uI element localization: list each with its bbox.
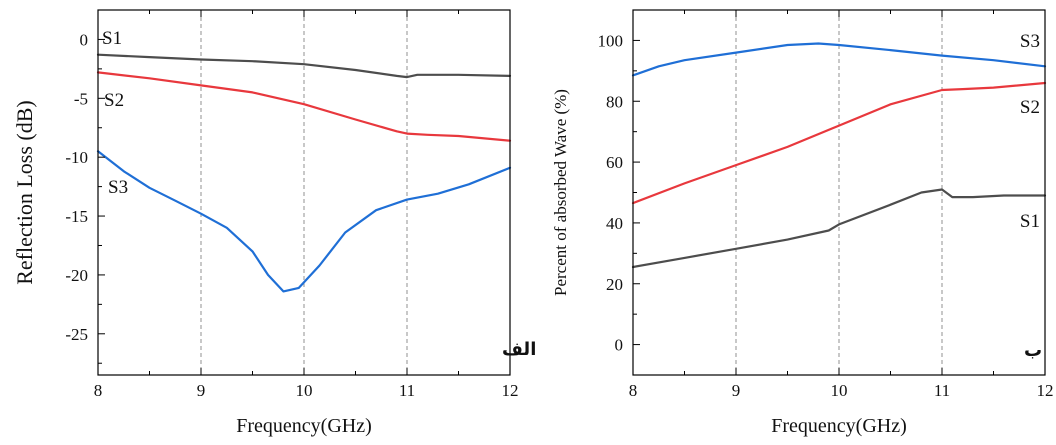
y-tick-label: -20 (65, 266, 88, 285)
series-label-s2: S2 (1020, 97, 1040, 118)
series-line-s2 (631, 81, 1047, 205)
x-tick-label: 8 (94, 381, 103, 400)
x-tick-label: 10 (296, 381, 313, 400)
series-label-s1: S1 (1020, 211, 1040, 232)
series-label-s1: S1 (102, 28, 122, 49)
series-line-s3 (96, 150, 512, 293)
series-line-s1 (96, 53, 512, 79)
y-tick-label: -10 (65, 148, 88, 167)
x-axis-title: Frequency(GHz) (771, 415, 907, 437)
absorbed-wave-panel: 8 9 10 11 12 0 20 40 60 80 100 Frequency(GHz) Percen… (551, 9, 1054, 437)
x-tick-label: 11 (399, 381, 415, 400)
y-tick-label: 20 (606, 275, 623, 294)
y-tick-label: 0 (80, 30, 89, 49)
x-tick-label: 12 (502, 381, 519, 400)
series-label-s2: S2 (104, 90, 124, 111)
y-tick-label: -15 (65, 207, 88, 226)
x-tick-label: 10 (831, 381, 848, 400)
y-axis-title: Reflection Loss (dB) (12, 100, 37, 285)
reflection-loss-panel: 8 9 10 11 12 0 -5 -10 -15 -20 -25 Frequency(GHz) Ref… (12, 9, 536, 437)
y-tick-label: 80 (606, 92, 623, 111)
panel-label: الف (502, 339, 536, 360)
panel-label: ب (1024, 340, 1042, 361)
x-tick-label: 9 (732, 381, 741, 400)
y-axis-title: Percent of absorbed Wave (%) (551, 89, 570, 296)
series-label-s3: S3 (1020, 31, 1040, 52)
x-tick-label: 11 (934, 381, 950, 400)
y-tick-label: 60 (606, 153, 623, 172)
y-tick-label: 100 (598, 31, 624, 50)
x-tick-label: 8 (629, 381, 638, 400)
y-tick-label: 0 (615, 336, 624, 355)
series-label-s3: S3 (108, 177, 128, 198)
y-tick-label: 40 (606, 214, 623, 233)
x-tick-label: 9 (197, 381, 206, 400)
series-line-s3 (631, 42, 1047, 77)
x-tick-label: 12 (1037, 381, 1054, 400)
series-line-s2 (96, 71, 512, 142)
y-tick-label: -5 (74, 89, 88, 108)
y-tick-label: -25 (65, 325, 88, 344)
x-axis-title: Frequency(GHz) (236, 415, 372, 437)
series-line-s1 (631, 188, 1047, 269)
